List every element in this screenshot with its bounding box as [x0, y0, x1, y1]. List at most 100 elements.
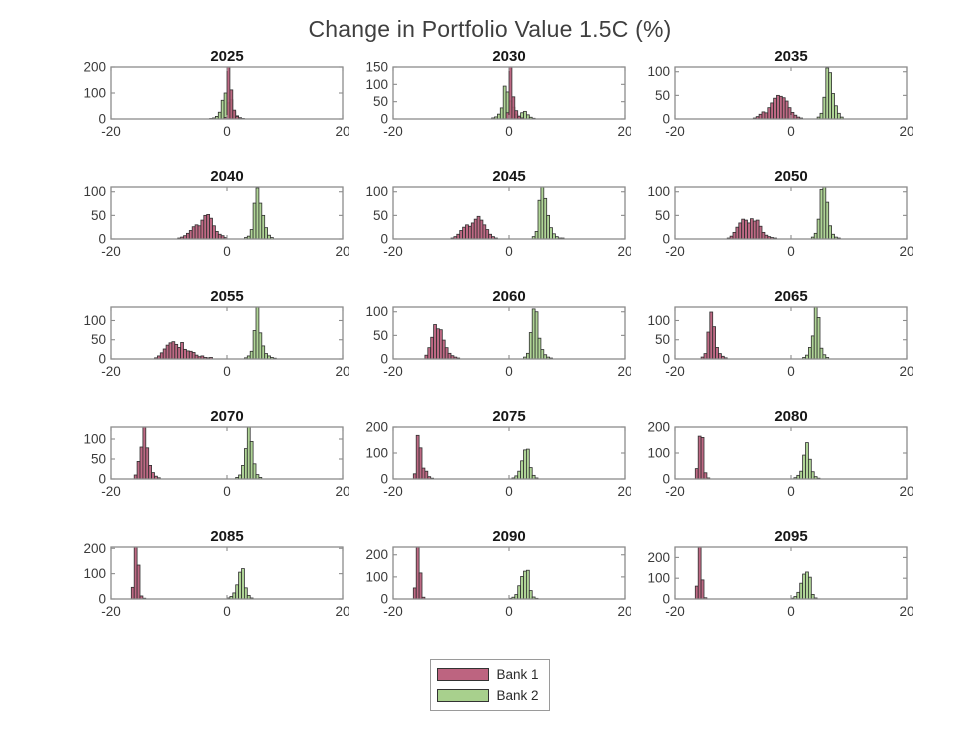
axes-box: [674, 186, 908, 240]
legend-item: Bank 2: [437, 685, 539, 706]
y-tick-label: 0: [380, 352, 388, 367]
bar: [796, 591, 801, 600]
x-tick-label: 0: [223, 604, 231, 619]
bar: [831, 233, 835, 240]
bar: [825, 201, 830, 240]
bar: [552, 233, 556, 240]
bar: [194, 224, 199, 240]
bars-bank-1: [133, 426, 161, 480]
bar: [534, 231, 539, 240]
y-tick-label: 0: [380, 472, 388, 487]
bar: [810, 335, 815, 360]
bar: [243, 448, 248, 480]
subplot-title: 2080: [774, 408, 807, 425]
x-tick-label: 0: [787, 244, 795, 259]
axes-box: [674, 426, 908, 480]
y-tick-label: 0: [662, 352, 670, 367]
y-tick-label: 100: [83, 313, 106, 328]
x-tick-label: -20: [665, 124, 685, 139]
bar: [508, 66, 513, 120]
bar: [523, 449, 527, 480]
x-tick-label: -20: [665, 484, 685, 499]
bar: [747, 222, 751, 240]
x-tick-label: 20: [335, 244, 349, 259]
x-tick-label: 0: [505, 364, 513, 379]
y-tick-label: 100: [647, 64, 670, 79]
tick-marks: [110, 547, 344, 600]
bar: [525, 352, 530, 360]
bar: [819, 112, 824, 120]
bar: [511, 96, 516, 120]
bar: [781, 97, 786, 120]
bar: [523, 570, 527, 600]
bar: [802, 454, 806, 480]
subplot-title: 2060: [492, 288, 525, 305]
x-tick-label: 0: [787, 124, 795, 139]
bar: [418, 572, 423, 600]
bars-bank-2: [802, 306, 830, 360]
bar: [816, 218, 821, 240]
y-tick-label: 0: [98, 352, 106, 367]
x-tick-label: 0: [787, 484, 795, 499]
bars-bank-2: [508, 569, 539, 600]
bar: [427, 347, 432, 360]
subplot-title: 2040: [210, 168, 243, 185]
bar: [802, 573, 806, 600]
bar: [799, 582, 803, 600]
bars-bank-1: [505, 66, 524, 120]
x-tick-label: -20: [101, 604, 121, 619]
bar: [151, 472, 155, 480]
y-tick-label: 100: [365, 184, 388, 199]
bars-bank-1: [752, 94, 803, 120]
bar: [514, 594, 519, 600]
bars-bank-1: [412, 434, 434, 480]
bar: [807, 576, 812, 600]
bar: [834, 105, 838, 120]
bar: [822, 96, 827, 120]
subplot-title: 2070: [210, 408, 243, 425]
bar: [496, 113, 501, 120]
bar: [767, 107, 772, 120]
x-tick-label: -20: [101, 244, 121, 259]
tick-marks: [674, 67, 908, 120]
bar: [197, 225, 202, 240]
y-tick-label: 200: [365, 547, 388, 562]
bar: [249, 229, 254, 240]
x-tick-label: 20: [617, 124, 631, 139]
y-tick-label: 100: [365, 569, 388, 584]
bars-bank-2: [816, 67, 844, 120]
bar: [191, 352, 196, 360]
bar: [761, 111, 766, 120]
y-tick-label: 50: [91, 452, 106, 467]
bar: [819, 347, 824, 360]
bar: [139, 446, 144, 480]
bar: [220, 99, 225, 120]
bar: [807, 458, 812, 480]
bar: [825, 67, 830, 120]
bar: [180, 342, 184, 360]
bar: [421, 467, 426, 480]
x-tick-label: 0: [223, 364, 231, 379]
x-tick-label: 20: [617, 604, 631, 619]
bars-bank-1: [694, 546, 708, 600]
bar: [145, 447, 150, 480]
bar: [212, 225, 216, 240]
bar: [412, 473, 417, 480]
bars-bank-1: [412, 546, 426, 600]
y-tick-label: 50: [373, 94, 388, 109]
bar: [241, 465, 245, 480]
bar: [776, 94, 780, 120]
bar: [191, 226, 196, 240]
bar: [183, 348, 187, 360]
bar: [229, 89, 234, 120]
y-tick-label: 50: [373, 328, 388, 343]
bar: [476, 215, 481, 240]
bars-bank-2: [235, 426, 263, 480]
bars-bank-1: [154, 341, 213, 360]
